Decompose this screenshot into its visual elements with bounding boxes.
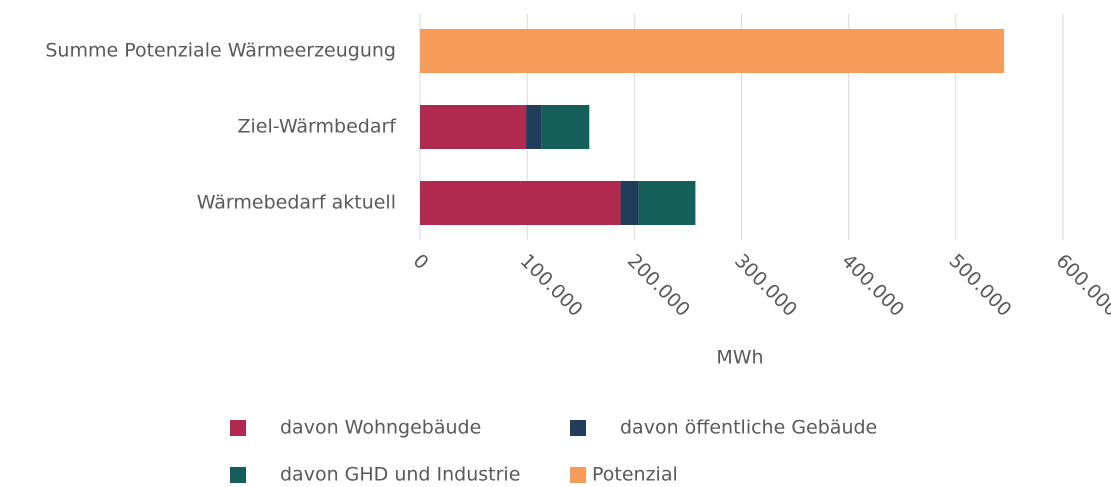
bar <box>620 181 639 225</box>
legend-label: davon öffentliche Gebäude <box>620 417 877 439</box>
legend-swatch <box>230 420 246 436</box>
x-tick-label: 200.000 <box>623 250 694 321</box>
x-tick-label: 500.000 <box>944 250 1015 321</box>
legend-swatch <box>570 420 586 436</box>
bar <box>420 181 621 225</box>
x-tick-label: 400.000 <box>837 250 908 321</box>
legend-label: davon GHD und Industrie <box>280 464 520 486</box>
bar <box>638 181 696 225</box>
legend-label: davon Wohngebäude <box>280 417 481 439</box>
legend-label: Potenzial <box>592 464 678 486</box>
legend-swatch <box>230 467 246 483</box>
bar <box>420 105 527 149</box>
y-tick-label: Summe Potenziale Wärmeerzeugung <box>45 40 396 62</box>
bar <box>420 29 1005 73</box>
y-tick-label: Wärmebedarf aktuell <box>197 192 396 214</box>
bar <box>541 105 590 149</box>
x-tick-label: 600.000 <box>1052 250 1111 321</box>
x-tick-label: 100.000 <box>516 250 587 321</box>
x-axis-title: MWh <box>716 347 763 369</box>
x-tick-label: 0 <box>409 250 433 274</box>
x-tick-label: 300.000 <box>730 250 801 321</box>
y-tick-label: Ziel-Wärmbedarf <box>237 116 397 138</box>
legend-swatch <box>570 467 586 483</box>
bar <box>526 105 542 149</box>
